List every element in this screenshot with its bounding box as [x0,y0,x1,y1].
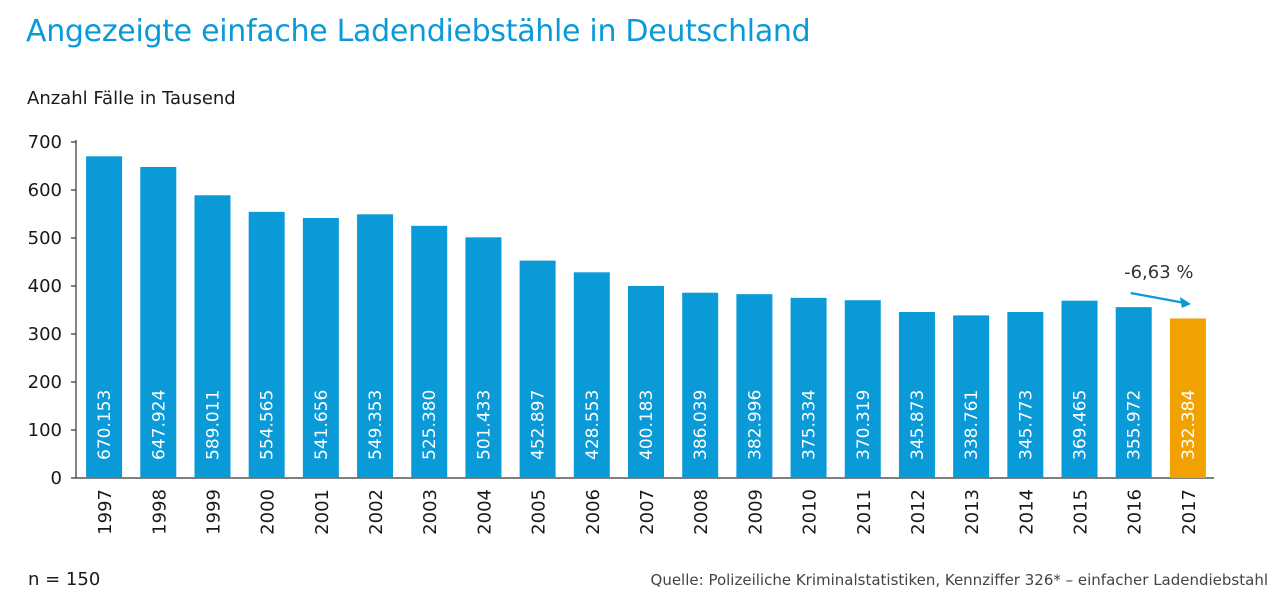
bar-2007 [628,285,664,478]
source-note: Quelle: Polizeiliche Kriminalstatistiken… [650,571,1268,589]
x-tick-label: 2007 [637,489,658,535]
x-tick-label: 2001 [312,489,333,535]
x-tick-label: 2003 [420,489,441,535]
bar-2016 [1115,307,1152,478]
bar-2013 [953,315,990,478]
x-tick-label: 2006 [583,489,604,535]
bar-2012 [898,311,935,478]
x-tick-label: 2004 [474,489,495,535]
sample-size-note: n = 150 [28,569,101,590]
change-annotation: -6,63 % [1124,262,1194,308]
y-tick-label: 400 [28,276,62,297]
bar-value-label: 541.656 [312,390,332,460]
y-tick-label: 700 [28,132,62,153]
x-tick-label: 2011 [854,489,875,535]
bar-1998 [140,166,177,479]
bar-2017 [1169,318,1206,478]
bar-value-label: 345.873 [908,390,928,460]
y-tick-label: 100 [28,420,62,441]
x-tick-label: 1999 [203,489,224,535]
x-tick-label: 2012 [908,489,929,535]
bar-2000 [248,211,285,478]
bar-value-label: 549.353 [366,390,386,460]
x-tick-label: 2016 [1125,489,1146,535]
bar-value-label: 400.183 [637,390,657,460]
x-axis-labels: 1997 1998 1999 2000 2001 2002 2003 2004 2005 2006… [95,489,1200,535]
bar-2002 [357,214,394,479]
x-tick-label: 2017 [1179,489,1200,535]
y-tick-label: 500 [28,228,62,249]
x-tick-label: 2005 [529,489,550,535]
bar-2015 [1061,300,1098,478]
bar-value-label: 345.773 [1016,390,1036,460]
bar-2011 [844,300,881,478]
bar-value-label: 452.897 [529,390,549,460]
bar-value-label: 525.380 [420,390,440,460]
bar-value-label: 369.465 [1071,390,1091,460]
y-tick-label: 300 [28,324,62,345]
bar-value-label: 355.972 [1125,390,1145,460]
change-arrow [1130,291,1186,305]
bar-value-label: 332.384 [1179,390,1199,460]
bars-group: 670.153 647.924 589.011 554.565 541.656 549.3… [86,156,1206,479]
bar-2014 [1007,312,1044,478]
bar-1999 [194,195,231,478]
bar-2001 [302,218,339,478]
bar-2006 [573,272,610,478]
bar-value-label: 589.011 [203,390,223,460]
bar-2010 [790,297,827,478]
x-tick-label: 1998 [149,489,170,535]
x-tick-label: 2002 [366,489,387,535]
bar-2004 [465,237,502,478]
y-tick-label: 0 [51,468,62,489]
x-tick-label: 2014 [1016,489,1037,535]
bar-2008 [682,292,719,478]
chart-title: Angezeigte einfache Ladendiebstähle in D… [26,14,811,49]
bar-2009 [736,294,773,478]
x-tick-label: 2009 [745,489,766,535]
bar-value-label: 370.319 [854,390,874,460]
x-tick-label: 2010 [800,489,821,535]
x-tick-label: 2013 [962,489,983,535]
bar-value-label: 554.565 [258,390,278,460]
bar-1997 [86,156,123,479]
bar-value-label: 338.761 [962,390,982,460]
bar-value-label: 501.433 [474,390,494,460]
x-tick-label: 1997 [95,489,116,535]
bar-value-label: 647.924 [149,390,169,460]
change-percent-label: -6,63 % [1124,262,1193,283]
bar-2005 [519,260,556,478]
y-tick-label: 200 [28,372,62,393]
change-arrow-head [1179,297,1191,308]
x-tick-label: 2015 [1071,489,1092,535]
bar-value-label: 375.334 [800,390,820,460]
bar-value-label: 386.039 [691,390,711,460]
bar-value-label: 382.996 [745,390,765,460]
x-tick-label: 2000 [258,489,279,535]
x-tick-label: 2008 [691,489,712,535]
y-tick-label: 600 [28,180,62,201]
y-axis-unit-label: Anzahl Fälle in Tausend [27,88,236,109]
bar-2003 [411,225,448,478]
bar-value-label: 428.553 [583,390,603,460]
bar-value-label: 670.153 [95,390,115,460]
